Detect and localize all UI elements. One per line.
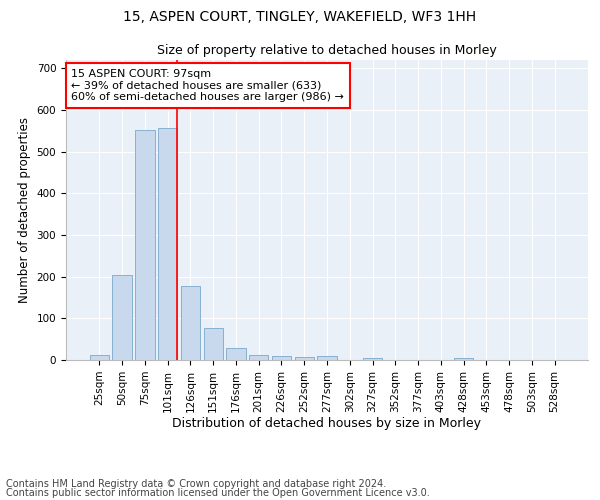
X-axis label: Distribution of detached houses by size in Morley: Distribution of detached houses by size … [173, 418, 482, 430]
Bar [295, 357, 314, 360]
Bar [135, 130, 155, 360]
Bar [90, 354, 109, 360]
Title: Size of property relative to detached houses in Morley: Size of property relative to detached ho… [157, 44, 497, 58]
Text: Contains public sector information licensed under the Open Government Licence v3: Contains public sector information licen… [6, 488, 430, 498]
Bar [158, 128, 178, 360]
Bar [272, 356, 291, 360]
Bar [454, 358, 473, 360]
Text: Contains HM Land Registry data © Crown copyright and database right 2024.: Contains HM Land Registry data © Crown c… [6, 479, 386, 489]
Bar [203, 328, 223, 360]
Bar [181, 286, 200, 360]
Text: 15, ASPEN COURT, TINGLEY, WAKEFIELD, WF3 1HH: 15, ASPEN COURT, TINGLEY, WAKEFIELD, WF3… [124, 10, 476, 24]
Bar [249, 355, 268, 360]
Bar [112, 274, 132, 360]
Y-axis label: Number of detached properties: Number of detached properties [18, 117, 31, 303]
Bar [363, 358, 382, 360]
Bar [317, 356, 337, 360]
Bar [226, 348, 245, 360]
Text: 15 ASPEN COURT: 97sqm
← 39% of detached houses are smaller (633)
60% of semi-det: 15 ASPEN COURT: 97sqm ← 39% of detached … [71, 69, 344, 102]
